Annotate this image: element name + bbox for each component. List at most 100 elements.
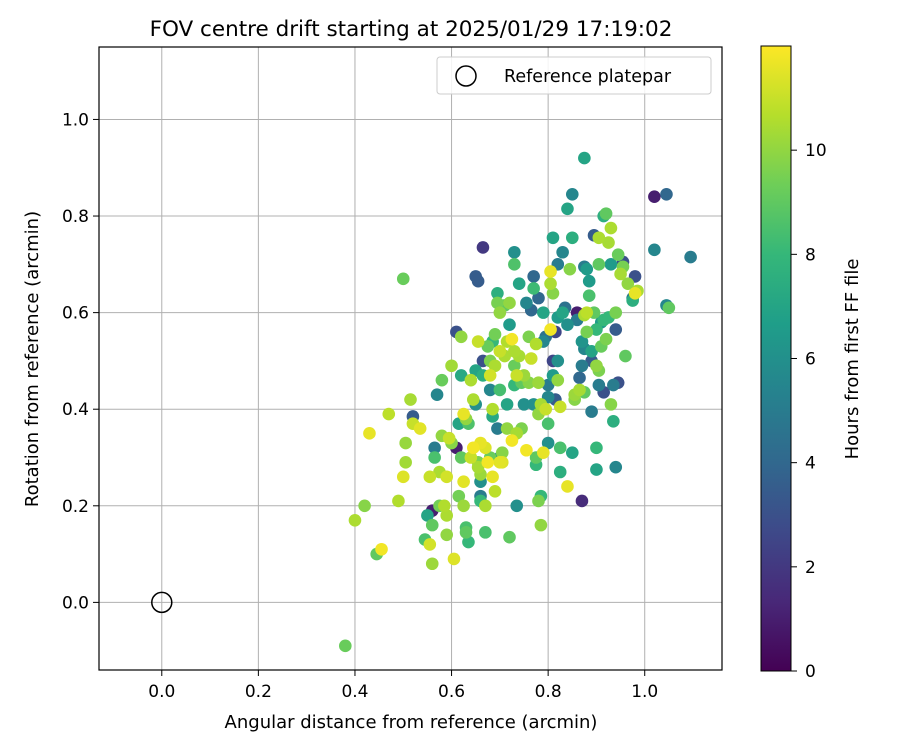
scatter-point — [508, 258, 521, 271]
scatter-point — [541, 417, 555, 430]
scatter-point — [619, 349, 632, 363]
scatter-point — [428, 451, 441, 464]
scatter-point — [399, 456, 412, 469]
scatter-point — [454, 330, 468, 344]
scatter-point — [520, 296, 533, 310]
scatter-point — [590, 323, 603, 336]
scatter-point — [440, 528, 454, 542]
scatter-point — [609, 323, 623, 336]
chart-title: FOV centre drift starting at 2025/01/29 … — [150, 17, 673, 42]
scatter-point — [493, 306, 507, 319]
scatter-point — [471, 335, 485, 348]
plot-area-frame — [98, 46, 723, 671]
scatter-point — [392, 494, 405, 508]
scatter-point — [483, 369, 497, 382]
scatter-point — [607, 414, 620, 428]
scatter-point — [621, 277, 635, 290]
scatter-point — [604, 258, 618, 271]
scatter-point — [537, 446, 550, 459]
scatter-point — [580, 306, 594, 319]
scatter-point — [660, 187, 673, 201]
y-tick-label: 0.0 — [62, 593, 89, 613]
scatter-point — [541, 436, 555, 450]
colorbar-tick-label: 10 — [805, 141, 827, 161]
scatter-point — [517, 398, 531, 411]
scatter-point — [500, 398, 514, 411]
scatter-point — [486, 470, 499, 484]
scatter-point — [505, 434, 519, 447]
scatter-point — [421, 509, 434, 522]
scatter-point — [508, 344, 521, 358]
scatter-point — [457, 499, 470, 513]
scatter-point — [464, 451, 478, 464]
scatter-point — [592, 231, 606, 245]
scatter-point — [590, 441, 603, 455]
scatter-point — [348, 513, 362, 527]
scatter-point — [546, 287, 560, 300]
scatter-point — [479, 499, 492, 513]
scatter-point — [575, 335, 589, 348]
scatter-point — [573, 383, 586, 397]
scatter-point — [582, 289, 596, 303]
scatter-point — [503, 296, 516, 310]
x-axis-label: Angular distance from reference (arcmin) — [225, 712, 598, 733]
scatter-point — [585, 344, 598, 358]
y-tick-label: 0.4 — [62, 400, 89, 420]
scatter-point — [551, 373, 565, 387]
scatter-point — [582, 274, 596, 288]
y-tick-label: 0.8 — [62, 207, 89, 227]
x-axis-ticks: 0.0 0.2 0.4 0.6 0.8 1.0 — [148, 670, 658, 702]
scatter-point — [503, 318, 516, 331]
y-axis-ticks: 0.0 0.2 0.4 0.6 0.8 1.0 — [62, 110, 99, 613]
x-tick-label: 0.8 — [535, 682, 562, 702]
scatter-point — [524, 352, 538, 365]
scatter-point — [493, 344, 507, 358]
scatter-point — [575, 494, 589, 508]
scatter-point — [375, 542, 388, 556]
legend-label: Reference platepar — [504, 67, 672, 87]
scatter-point — [553, 465, 567, 479]
scatter-point — [459, 526, 473, 539]
scatter-point — [445, 359, 458, 373]
scatter-point — [604, 221, 618, 235]
scatter-point — [551, 354, 565, 368]
scatter-point — [578, 151, 591, 165]
scatter-point — [454, 451, 468, 464]
scatter-point — [599, 332, 613, 346]
scatter-point — [423, 538, 437, 551]
scatter-point — [609, 460, 623, 474]
colorbar-tick-label: 8 — [805, 245, 816, 265]
scatter-point — [457, 475, 470, 488]
y-tick-label: 1.0 — [62, 110, 89, 130]
colorbar-label: Hours from first FF file — [842, 259, 863, 460]
scatter-point — [493, 383, 507, 397]
scatter-point — [590, 463, 603, 476]
scatter-point — [503, 530, 516, 544]
scatter-point — [476, 241, 490, 254]
scatter-points — [339, 151, 697, 653]
y-axis-label: Rotation from reference (arcmin) — [22, 211, 43, 507]
scatter-point — [648, 190, 661, 204]
scatter-point — [573, 371, 586, 385]
scatter-point — [488, 328, 502, 341]
scatter-point — [604, 398, 618, 411]
scatter-point — [607, 378, 620, 392]
scatter-point — [599, 207, 613, 220]
scatter-point — [561, 318, 574, 331]
scatter-point — [488, 485, 502, 498]
scatter-point — [440, 470, 454, 484]
scatter-point — [495, 446, 509, 459]
scatter-point — [527, 270, 540, 283]
scatter-point — [483, 383, 497, 397]
scatter-point — [575, 359, 589, 373]
reference-platepar-marker — [151, 591, 173, 614]
scatter-point — [534, 518, 548, 532]
scatter-point — [602, 236, 615, 249]
scatter-point — [556, 306, 569, 319]
scatter-point — [479, 526, 492, 539]
scatter-point — [541, 378, 555, 392]
scatter-point — [466, 441, 480, 455]
scatter-point — [488, 359, 502, 373]
scatter-point — [580, 262, 594, 276]
